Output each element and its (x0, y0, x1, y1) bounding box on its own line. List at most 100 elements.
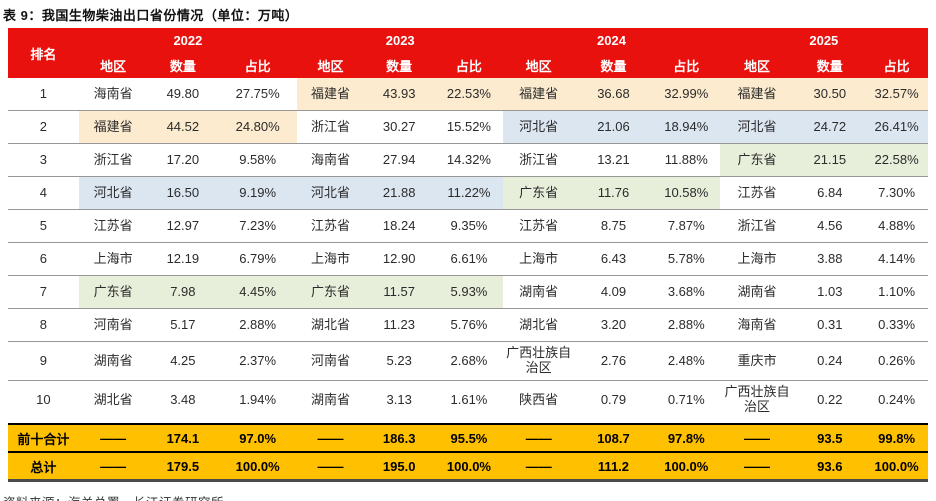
quantity-cell: 0.24 (794, 341, 866, 381)
quantity-cell: 36.68 (574, 78, 653, 111)
quantity-cell: 3.20 (574, 308, 653, 342)
region-cell: 浙江省 (78, 143, 148, 177)
rank-cell: 4 (8, 176, 79, 210)
share-cell: 3.68% (652, 275, 720, 309)
share-cell: 9.19% (218, 176, 298, 210)
table-row: 6 上海市 12.19 6.79% 上海市 12.90 6.61% 上海市 6.43 5.78% 上… (8, 242, 928, 276)
rank-cell: 8 (8, 308, 79, 342)
share-cell: 0.24% (865, 380, 928, 419)
region-cell: 河北省 (78, 176, 148, 210)
biodiesel-export-province-table: 排名 2022 2023 2024 2025 地区 数量 占比 地区 数量 占比… (8, 28, 928, 482)
quantity-cell: 4.25 (147, 341, 219, 381)
share-cell: 24.80% (218, 110, 298, 144)
quantity-cell: 24.72 (794, 110, 866, 144)
year-header-2024: 2024 (503, 28, 720, 52)
region-cell: 河南省 (297, 341, 364, 381)
share-cell: 5.78% (652, 242, 720, 276)
share-cell: 0.71% (652, 380, 720, 419)
table-row: 8 河南省 5.17 2.88% 湖北省 11.23 5.76% 湖北省 3.20 2.88% 海南… (8, 308, 928, 342)
share-cell: 7.30% (865, 176, 928, 210)
quantity-cell: 12.90 (363, 242, 435, 276)
quantity-cell: 21.15 (794, 143, 866, 177)
share-cell: 14.32% (434, 143, 504, 177)
quantity-cell: 17.20 (147, 143, 219, 177)
region-cell: 广东省 (78, 275, 148, 309)
share-cell: 22.58% (865, 143, 928, 177)
share-cell: 1.61% (434, 380, 504, 419)
share-cell: 26.41% (865, 110, 928, 144)
share-cell: 2.48% (652, 341, 720, 381)
quantity-cell: 27.94 (363, 143, 435, 177)
quantity-cell: 21.88 (363, 176, 435, 210)
region-header: 地区 (719, 52, 795, 78)
rank-cell: 6 (8, 242, 79, 276)
dash-cell: —— (297, 451, 364, 482)
table-header: 排名 2022 2023 2024 2025 地区 数量 占比 地区 数量 占比… (8, 28, 928, 78)
quantity-cell: 18.24 (363, 209, 435, 243)
region-cell: 福建省 (503, 78, 575, 111)
share-cell: 100.0% (218, 451, 298, 482)
quantity-cell: 12.97 (147, 209, 219, 243)
table-row: 9 湖南省 4.25 2.37% 河南省 5.23 2.68% 广西壮族自治区 2.76 2.48… (8, 341, 928, 381)
share-cell: 9.35% (434, 209, 504, 243)
region-cell: 湖北省 (78, 380, 148, 419)
quantity-cell: 5.17 (147, 308, 219, 342)
region-cell: 广东省 (503, 176, 575, 210)
rank-cell: 1 (8, 78, 79, 111)
region-cell: 上海市 (78, 242, 148, 276)
quantity-cell: 8.75 (574, 209, 653, 243)
quantity-cell: 21.06 (574, 110, 653, 144)
region-cell: 湖北省 (503, 308, 575, 342)
spacer-row (8, 419, 928, 424)
table-row: 1 海南省 49.80 27.75% 福建省 43.93 22.53% 福建省 36.68 32.… (8, 78, 928, 111)
dash-cell: —— (78, 451, 148, 482)
rank-cell: 5 (8, 209, 79, 243)
region-cell: 广东省 (297, 275, 364, 309)
region-cell: 广西壮族自治区 (503, 341, 575, 381)
share-cell: 18.94% (652, 110, 720, 144)
region-cell: 江苏省 (297, 209, 364, 243)
quantity-cell: 0.31 (794, 308, 866, 342)
quantity-cell: 174.1 (147, 423, 219, 452)
dash-cell: —— (297, 423, 364, 452)
quantity-cell: 3.13 (363, 380, 435, 419)
region-cell: 江苏省 (503, 209, 575, 243)
rank-header: 排名 (8, 28, 79, 78)
share-cell: 2.68% (434, 341, 504, 381)
quantity-header: 数量 (794, 52, 866, 78)
quantity-cell: 11.23 (363, 308, 435, 342)
region-cell: 上海市 (297, 242, 364, 276)
quantity-cell: 179.5 (147, 451, 219, 482)
quantity-cell: 44.52 (147, 110, 219, 144)
rank-cell: 10 (8, 380, 79, 419)
region-cell: 广东省 (719, 143, 795, 177)
total-row: 总计 —— 179.5 100.0% —— 195.0 100.0% —— 111.2 100.0… (8, 451, 928, 482)
region-cell: 广西壮族自治区 (719, 380, 795, 419)
quantity-cell: 16.50 (147, 176, 219, 210)
quantity-header: 数量 (363, 52, 435, 78)
share-cell: 22.53% (434, 78, 504, 111)
quantity-cell: 3.48 (147, 380, 219, 419)
share-cell: 11.22% (434, 176, 504, 210)
share-cell: 100.0% (865, 451, 928, 482)
region-cell: 河北省 (503, 110, 575, 144)
quantity-cell: 6.43 (574, 242, 653, 276)
source-note: 资料来源：海关总署，长江证券研究所 (0, 482, 936, 501)
dash-cell: —— (719, 423, 795, 452)
quantity-cell: 12.19 (147, 242, 219, 276)
region-cell: 湖北省 (297, 308, 364, 342)
share-cell: 1.10% (865, 275, 928, 309)
share-cell: 5.93% (434, 275, 504, 309)
quantity-cell: 3.88 (794, 242, 866, 276)
table-row: 4 河北省 16.50 9.19% 河北省 21.88 11.22% 广东省 11.76 10.5… (8, 176, 928, 210)
share-cell: 7.23% (218, 209, 298, 243)
quantity-cell: 11.76 (574, 176, 653, 210)
share-cell: 0.33% (865, 308, 928, 342)
quantity-cell: 186.3 (363, 423, 435, 452)
share-header: 占比 (218, 52, 298, 78)
rank-cell: 2 (8, 110, 79, 144)
quantity-cell: 30.27 (363, 110, 435, 144)
quantity-cell: 4.09 (574, 275, 653, 309)
share-cell: 10.58% (652, 176, 720, 210)
share-cell: 99.8% (865, 423, 928, 452)
